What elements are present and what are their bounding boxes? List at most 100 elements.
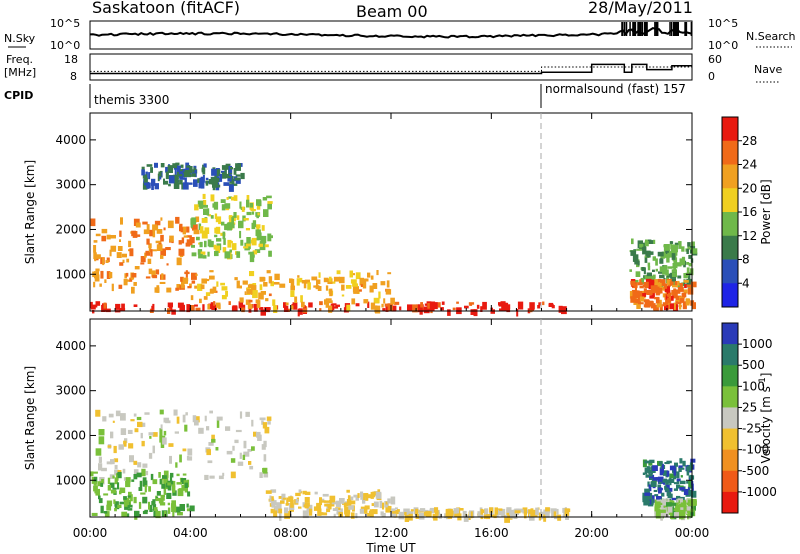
heatmap-cell-4 bbox=[188, 182, 193, 185]
heatmap-cell-0 bbox=[209, 475, 215, 479]
heatmap-cell-2 bbox=[285, 503, 292, 506]
heatmap-cell-3 bbox=[216, 281, 219, 287]
heatmap-cell-3 bbox=[504, 515, 510, 523]
heatmap-cell-0 bbox=[204, 474, 209, 480]
heatmap-cell-4 bbox=[168, 175, 175, 184]
heatmap-cell-2 bbox=[228, 215, 233, 223]
cpid-right: normalsound (fast) 157 bbox=[545, 82, 686, 96]
noise-sky-line bbox=[89, 27, 693, 39]
colorbar-tick-label: 28 bbox=[742, 134, 757, 148]
heatmap-cell-2 bbox=[344, 511, 350, 517]
heatmap-cell-4 bbox=[234, 177, 241, 181]
heatmap-cell-0 bbox=[264, 426, 270, 434]
heatmap-cell-2 bbox=[290, 500, 294, 508]
heatmap-cell-0 bbox=[194, 420, 199, 426]
heatmap-cell-0 bbox=[105, 308, 111, 313]
heatmap-cell-6 bbox=[659, 279, 666, 285]
heatmap-cell-6 bbox=[637, 282, 643, 286]
heatmap-cell-1 bbox=[119, 239, 121, 242]
heatmap-cell-5 bbox=[644, 275, 651, 280]
heatmap-cell-3 bbox=[386, 280, 390, 288]
heatmap-cell-2 bbox=[320, 512, 324, 515]
heatmap-cell-1 bbox=[114, 477, 118, 485]
heatmap-cell-3 bbox=[420, 508, 426, 512]
heatmap-cell-2 bbox=[203, 208, 209, 215]
heatmap-cell-0 bbox=[175, 462, 178, 468]
heatmap-cell-0 bbox=[384, 303, 391, 307]
heatmap-cell-3 bbox=[341, 294, 345, 297]
heatmap-cell-2 bbox=[362, 497, 366, 504]
heatmap-cell-2 bbox=[236, 251, 241, 258]
heatmap-cell-1 bbox=[108, 272, 113, 279]
heatmap-cell-5 bbox=[637, 260, 640, 266]
heatmap-cell-1 bbox=[186, 278, 189, 282]
heatmap-cell-4 bbox=[673, 467, 677, 476]
heatmap-cell-0 bbox=[124, 438, 128, 443]
heatmap-cell-6 bbox=[664, 286, 670, 293]
nave-bot-tick: 0 bbox=[708, 70, 715, 83]
heatmap-cell-2 bbox=[190, 222, 193, 228]
heatmap-cell-1 bbox=[90, 471, 94, 477]
heatmap-cell-1 bbox=[163, 227, 166, 231]
heatmap-cell-1 bbox=[90, 218, 96, 227]
heatmap-cell-0 bbox=[355, 303, 360, 307]
heatmap-cell-0 bbox=[516, 309, 519, 317]
heatmap-cell-1 bbox=[93, 245, 97, 253]
heatmap-cell-1 bbox=[105, 260, 109, 263]
heatmap-cell-5 bbox=[644, 241, 649, 247]
heatmap-cell-1 bbox=[155, 510, 161, 519]
heatmap-cell-2 bbox=[216, 238, 222, 242]
heatmap-cell-4 bbox=[673, 488, 678, 491]
heatmap-cell-6 bbox=[685, 298, 690, 306]
heatmap-cell-2 bbox=[215, 226, 221, 234]
heatmap-cell-2 bbox=[254, 238, 260, 241]
heatmap-cell-0 bbox=[95, 301, 101, 306]
heatmap-cell-4 bbox=[159, 175, 162, 180]
heatmap-cell-1 bbox=[135, 222, 141, 228]
heatmap-cell-3 bbox=[352, 283, 358, 287]
heatmap-cell-0 bbox=[127, 429, 133, 434]
heatmap-cell-5 bbox=[677, 498, 684, 505]
heatmap-cell-4 bbox=[650, 469, 656, 473]
heatmap-cell-2 bbox=[340, 508, 343, 514]
heatmap-cell-0 bbox=[185, 412, 188, 416]
heatmap-cell-2 bbox=[239, 201, 242, 209]
heatmap-cell-1 bbox=[161, 273, 164, 280]
heatmap-cell-1 bbox=[117, 246, 123, 251]
heatmap-cell-4 bbox=[184, 170, 190, 176]
heatmap-cell-3 bbox=[429, 509, 435, 514]
heatmap-cell-3 bbox=[489, 507, 494, 513]
heatmap-cell-2 bbox=[241, 206, 245, 212]
heatmap-cell-3 bbox=[206, 278, 210, 282]
heatmap-cell-4 bbox=[144, 183, 148, 186]
heatmap-cell-0 bbox=[177, 302, 184, 308]
heatmap-cell-6 bbox=[683, 289, 688, 294]
heatmap-cell-0 bbox=[283, 302, 287, 308]
heatmap-cell-5 bbox=[686, 267, 690, 275]
heatmap-cell-2 bbox=[373, 491, 378, 496]
heatmap-cell-0 bbox=[206, 449, 211, 456]
heatmap-cell-1 bbox=[181, 237, 185, 244]
heatmap-cell-2 bbox=[213, 244, 217, 250]
heatmap-cell-6 bbox=[691, 302, 696, 310]
heatmap-cell-3 bbox=[265, 298, 269, 302]
heatmap-cell-2 bbox=[308, 508, 313, 516]
y-tick-label: 3000 bbox=[55, 178, 86, 192]
heatmap-cell-0 bbox=[141, 468, 146, 477]
heatmap-cell-0 bbox=[176, 416, 180, 424]
heatmap-cell-4 bbox=[648, 492, 653, 500]
colorbar-swatch bbox=[722, 491, 738, 514]
velocity-panel-frame bbox=[89, 318, 693, 518]
heatmap-cell-2 bbox=[322, 493, 329, 497]
heatmap-cell-0 bbox=[123, 477, 127, 481]
power-ylabel: Slant Range [km] bbox=[23, 160, 37, 264]
heatmap-cell-3 bbox=[190, 295, 194, 301]
heatmap-cell-1 bbox=[186, 226, 190, 233]
heatmap-cell-4 bbox=[644, 492, 651, 496]
heatmap-cell-3 bbox=[336, 270, 341, 275]
heatmap-cell-3 bbox=[272, 299, 276, 306]
heatmap-cell-3 bbox=[381, 303, 384, 308]
heatmap-cell-3 bbox=[301, 301, 305, 308]
heatmap-cell-0 bbox=[160, 424, 163, 430]
heatmap-cell-2 bbox=[275, 505, 281, 514]
